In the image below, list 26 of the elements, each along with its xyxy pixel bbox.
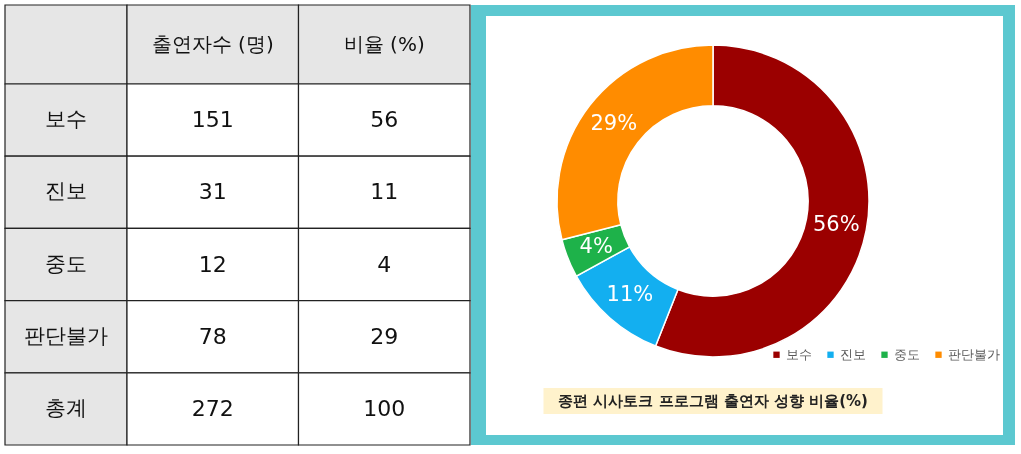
data-label: 11% xyxy=(606,282,654,307)
text: 종편 시사토크 프로그램 출연자 성향 비율(%) xyxy=(558,392,868,410)
data-label: 78 xyxy=(198,323,227,349)
category-label: 보수 xyxy=(45,107,87,132)
data-label: 4 xyxy=(377,251,392,277)
category-label: 중도 xyxy=(45,251,87,276)
data-label: 151 xyxy=(191,107,234,133)
data-label: 56% xyxy=(813,211,860,236)
legend-label: 판단불가 xyxy=(948,346,1000,362)
category-label: 판단불가 xyxy=(24,323,108,348)
series-label: 출연자수 (명) xyxy=(151,31,274,56)
data-label: 11 xyxy=(370,179,399,205)
data-label: 31 xyxy=(198,179,227,205)
data-label: 29 xyxy=(370,323,399,349)
data-label: 12 xyxy=(198,251,227,277)
legend-label: 진보 xyxy=(840,346,866,362)
data-label: 56 xyxy=(370,107,399,133)
data-label: 29% xyxy=(590,111,638,136)
data-label: 272 xyxy=(191,395,234,421)
category-label: 총계 xyxy=(45,395,87,420)
data-label: 4% xyxy=(579,234,613,259)
category-label: 진보 xyxy=(45,179,87,204)
legend-label: 중도 xyxy=(894,346,920,362)
data-label: 100 xyxy=(363,395,406,421)
legend-label: 보수 xyxy=(786,346,812,362)
series-label: 비율 (%) xyxy=(343,31,425,56)
